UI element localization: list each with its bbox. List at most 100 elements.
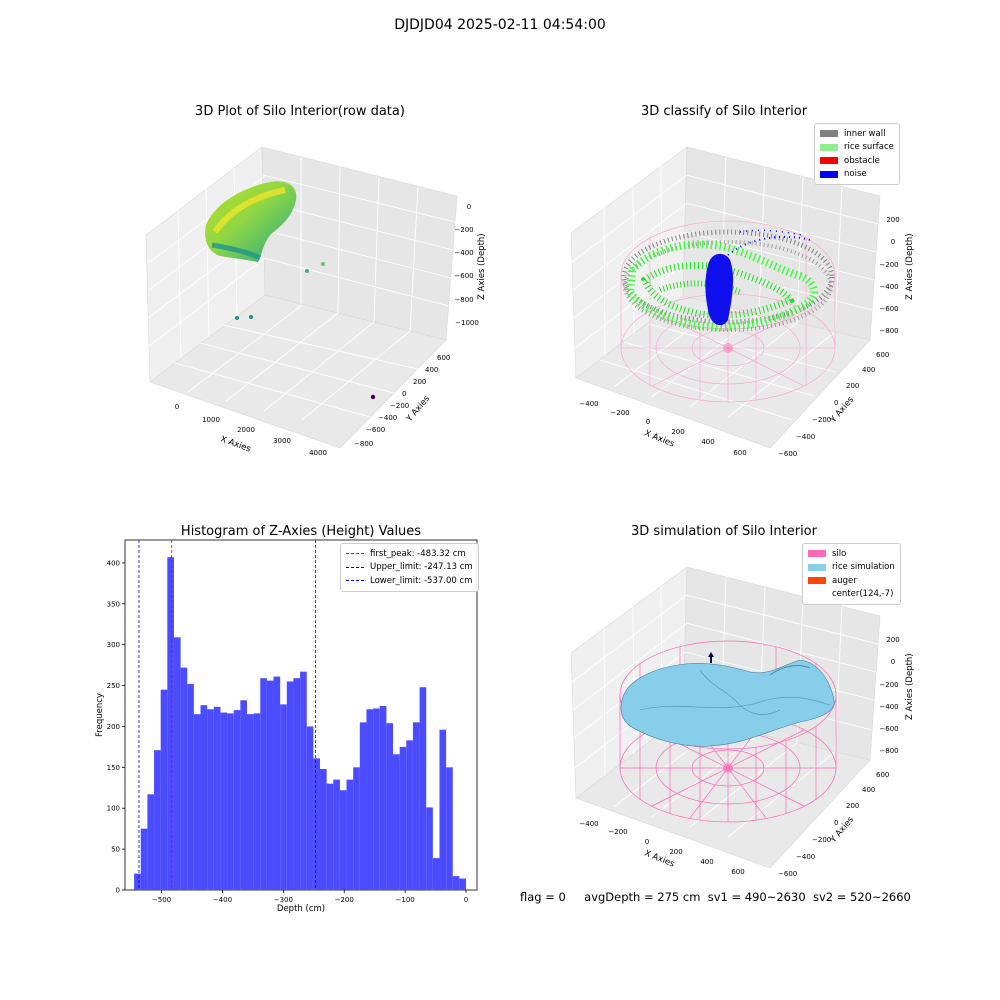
legend-label: center(124,-7): [832, 589, 894, 600]
raw-xtick: 1000: [202, 416, 220, 424]
histogram-bar: [200, 705, 208, 890]
histogram-bar: [326, 783, 334, 890]
histogram-ytick-label: 250: [107, 682, 120, 690]
legend-swatch: [808, 590, 826, 598]
legend-label: obstacle: [844, 155, 880, 166]
raw-grid: [147, 157, 456, 421]
raw-xtick: 3000: [273, 437, 291, 445]
raw-ytick: 400: [425, 366, 438, 374]
histogram-ytick-label: 350: [107, 600, 120, 608]
histogram-ytick-label: 150: [107, 764, 120, 772]
classify-ztick: −400: [879, 283, 898, 291]
legend-item-rice-surface: rice surface: [820, 141, 894, 155]
classify-xtick: 0: [646, 418, 650, 426]
histogram-bar: [286, 681, 294, 890]
histogram-bar: [399, 746, 407, 890]
histogram-xtick-label: −500: [152, 896, 171, 904]
histogram-bar: [213, 706, 221, 890]
histogram-bar: [393, 754, 400, 890]
legend-label: inner wall: [844, 128, 886, 139]
histogram-bar: [346, 779, 354, 890]
classify-grid: [571, 156, 879, 421]
legend-swatch: [808, 577, 826, 585]
simulation-xtick: −400: [579, 820, 598, 828]
legend-swatch: [820, 130, 838, 138]
histogram-ytick-label: 200: [107, 723, 120, 731]
classify-floor-pane: [575, 295, 871, 449]
figure-title: DJDJD04 2025-02-11 04:54:00: [394, 17, 606, 33]
status-avg-depth: avgDepth = 275 cm: [584, 890, 701, 904]
legend-swatch: [820, 157, 838, 165]
legend-item-center: center(124,-7): [808, 588, 895, 602]
legend-item-noise: noise: [820, 168, 894, 182]
classify-xtick: 600: [733, 449, 746, 457]
histogram-bar: [439, 729, 447, 890]
raw-outlier-point: [235, 316, 239, 320]
histogram-bar: [353, 767, 360, 890]
histogram-bar: [280, 704, 287, 890]
legend-label: Lower_limit: -537.00 cm: [370, 575, 473, 586]
classify-ztick: 200: [886, 216, 899, 224]
histogram-bar: [140, 828, 148, 890]
histogram-bar: [173, 637, 181, 890]
histogram-y-ticks: 0 50 100 150 200 250 300 350 400: [107, 559, 125, 895]
simulation-ytick: 600: [876, 771, 889, 779]
histogram-bar: [419, 687, 427, 890]
classify-3d-plot: −400 −200 0 200 400 600 600 400 200 0 −2…: [570, 146, 915, 458]
legend-swatch: [346, 553, 364, 555]
classify-inner-wall: [621, 229, 835, 325]
status-flag: flag = 0: [520, 890, 566, 904]
classify-ytick: 600: [876, 351, 889, 359]
histogram-legend: first_peak: -483.32 cm Upper_limit: -247…: [340, 543, 479, 592]
classify-ytick: 0: [834, 399, 838, 407]
histogram-ytick-label: 400: [107, 559, 120, 567]
histogram-bar: [366, 709, 374, 890]
histogram-bar: [446, 767, 453, 890]
raw-xtick: 0: [175, 403, 179, 411]
classify-zlabel: Z Axies (Depth): [905, 233, 915, 300]
histogram-bar: [167, 557, 174, 890]
histogram-xtick-label: −200: [335, 896, 354, 904]
raw-3d-plot: 0 1000 2000 3000 4000 600 400 200 0 −200…: [145, 146, 487, 457]
legend-swatch: [808, 550, 826, 558]
histogram-bar: [452, 876, 460, 890]
raw-ytick: −200: [390, 402, 409, 410]
histogram-bar: [306, 726, 314, 890]
simulation-3d-plot: −400 −200 0 200 400 600 600 400 200 0 −2…: [570, 566, 915, 878]
simulation-xtick: 0: [645, 838, 649, 846]
classify-xtick: 200: [671, 428, 684, 436]
simulation-xtick: 600: [731, 868, 744, 876]
raw-ytick: 0: [402, 390, 406, 398]
histogram-xtick-label: −300: [274, 896, 293, 904]
simulation-ztick: −600: [879, 725, 898, 733]
histogram-bar: [373, 708, 380, 890]
simulation-ytick: −600: [778, 870, 797, 878]
classify-ytick: −400: [796, 433, 815, 441]
simulation-ztick: −200: [879, 681, 898, 689]
simulation-xtick: 200: [669, 848, 682, 856]
classify-plot-title: 3D classify of Silo Interior: [640, 104, 808, 119]
raw-xtick: 4000: [309, 449, 327, 457]
classify-legend: inner wall rice surface obstacle noise: [814, 123, 900, 185]
legend-swatch: [346, 566, 364, 568]
simulation-ytick: 400: [862, 786, 875, 794]
simulation-ztick: 200: [886, 636, 899, 644]
histogram-bar: [426, 807, 433, 890]
simulation-ztick: 0: [891, 658, 895, 666]
histogram-bar: [207, 709, 214, 890]
histogram-bar: [379, 706, 387, 890]
histogram-chart: −500 −400 −300 −200 −100 0 0 50 100 150 200 250 300…: [95, 539, 478, 914]
histogram-bar: [333, 779, 340, 890]
histogram-bar: [266, 680, 274, 890]
histogram-bar: [220, 712, 228, 890]
histogram-ylabel: Frequency: [95, 693, 105, 737]
simulation-legend: silo rice simulation auger center(124,-7…: [802, 543, 901, 605]
histogram-x-ticks: −500 −400 −300 −200 −100 0: [152, 890, 468, 904]
raw-xtick: 2000: [237, 426, 255, 434]
histogram-bar: [459, 878, 467, 890]
histogram-bar: [432, 858, 440, 890]
status-sv1: sv1 = 490~2630: [707, 890, 806, 904]
histogram-bar: [339, 790, 347, 890]
classify-ylabel: Y Axies: [828, 395, 856, 426]
histogram-title: Histogram of Z-Axies (Height) Values: [180, 524, 422, 539]
